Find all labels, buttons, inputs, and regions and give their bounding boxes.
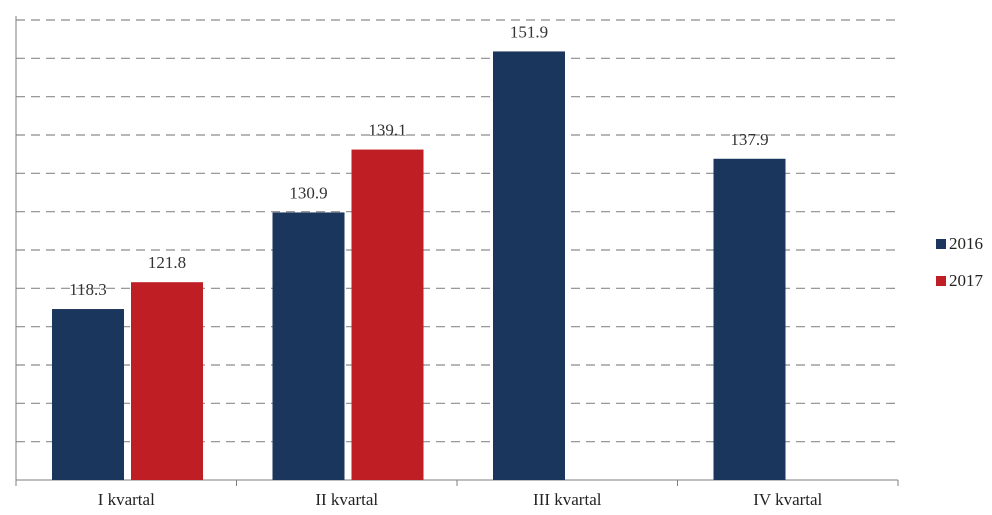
category-label: III kvartal <box>533 490 602 509</box>
bars <box>52 51 786 481</box>
legend-label: 2017 <box>949 271 984 290</box>
bar-2017-2 <box>351 149 424 481</box>
legend: 2016 2017 <box>936 234 984 290</box>
category-labels: I kvartal II kvartal III kvartal IV kvartal <box>98 490 823 509</box>
bar-2016-1 <box>52 309 124 480</box>
category-label: IV kvartal <box>753 490 822 509</box>
category-label: I kvartal <box>98 490 155 509</box>
legend-label: 2016 <box>949 234 983 253</box>
legend-swatch-2017 <box>936 276 946 286</box>
data-label: 118.3 <box>69 280 107 299</box>
category-label: II kvartal <box>315 490 378 509</box>
data-label: 139.1 <box>368 121 406 140</box>
bar-2017-1 <box>131 282 203 480</box>
bar-2016-2 <box>272 212 345 480</box>
data-label: 151.9 <box>510 22 548 41</box>
bar-2016-3 <box>493 51 565 480</box>
bar-2016-4 <box>713 158 786 480</box>
data-labels: 118.3 121.8 130.9 139.1 151.9 137.9 <box>69 22 768 299</box>
data-label: 137.9 <box>730 130 768 149</box>
data-label: 130.9 <box>289 183 327 202</box>
legend-swatch-2016 <box>936 239 946 249</box>
data-label: 121.8 <box>148 253 186 272</box>
